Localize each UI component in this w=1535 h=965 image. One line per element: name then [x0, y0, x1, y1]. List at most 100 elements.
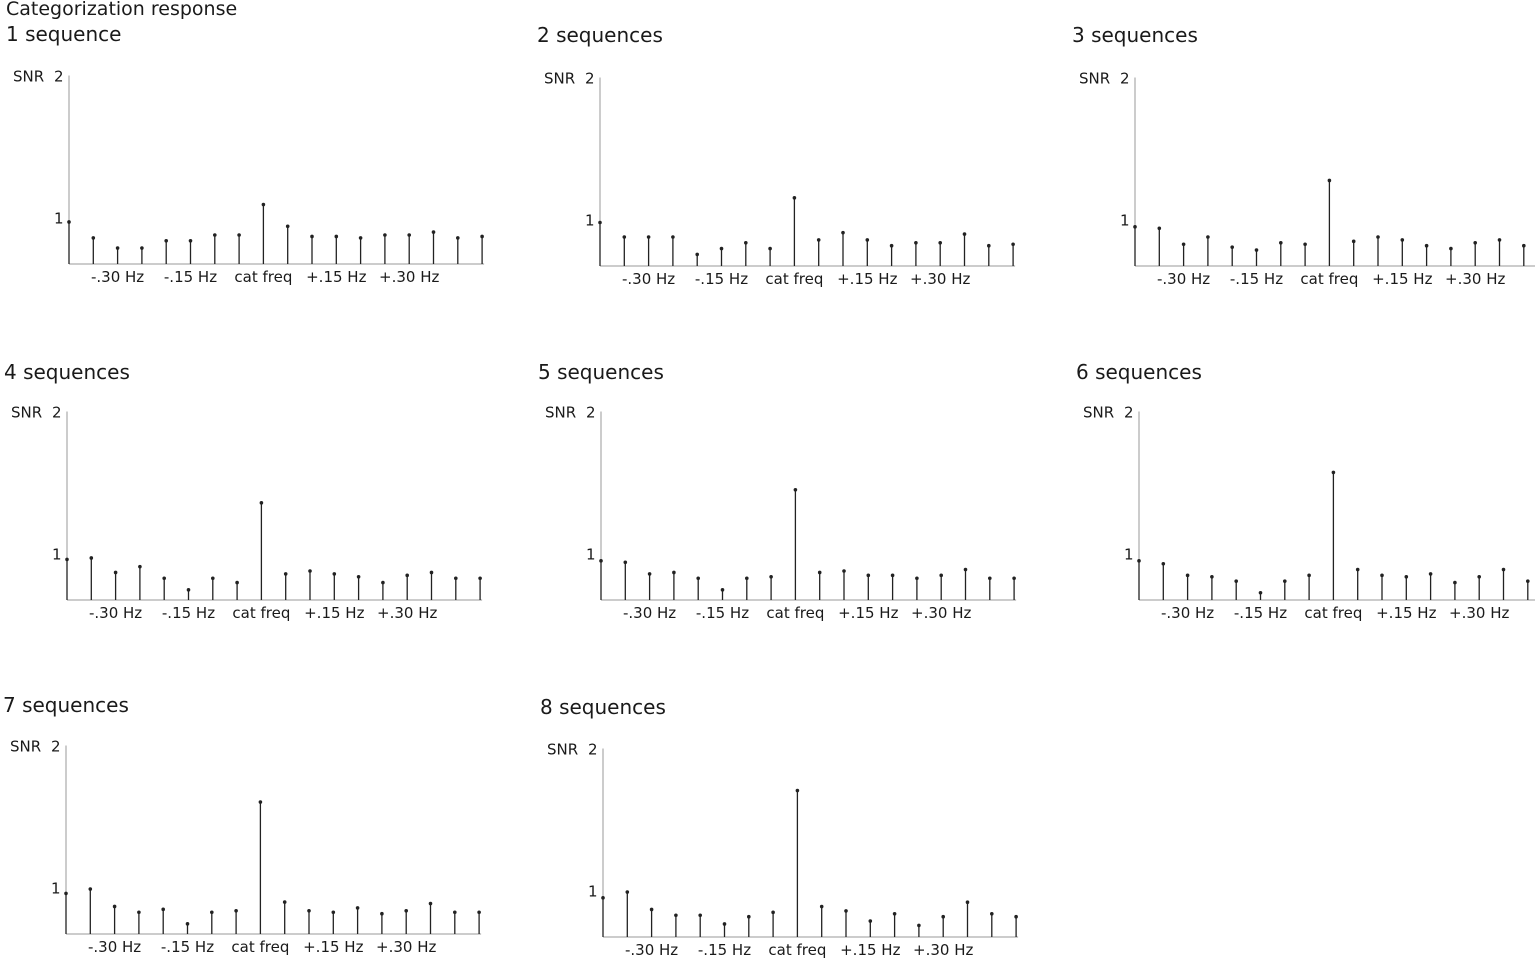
stem-point: [381, 580, 385, 585]
stem-point: [1230, 245, 1234, 249]
y-axis-label: SNR: [1079, 70, 1110, 88]
stem-point: [1376, 235, 1380, 239]
stem-point: [674, 913, 678, 918]
stem-point: [795, 788, 800, 793]
stem-point: [405, 573, 410, 578]
x-tick-label: +.15 Hz: [840, 941, 900, 959]
stem-point: [308, 569, 312, 573]
chart-svg: SNR 2 1 -.30 Hz -.15 Hz cat freq +.15 Hz +.30 H…: [1083, 404, 1535, 622]
stem-point: [380, 911, 384, 916]
stem-point: [358, 236, 363, 240]
x-tick-label: +.30 Hz: [1449, 604, 1509, 622]
x-tick-label: -.30 Hz: [88, 938, 141, 956]
stem-point: [334, 234, 339, 239]
stem-point: [234, 909, 238, 913]
x-tick-label: -.30 Hz: [623, 604, 676, 622]
stem-point: [747, 914, 751, 919]
stem-point: [938, 241, 942, 245]
stem-point: [428, 901, 433, 906]
stem-point: [1501, 567, 1506, 572]
stem-point: [769, 575, 773, 579]
x-tick-label: +.15 Hz: [1376, 604, 1436, 622]
x-tick-label: +.15 Hz: [1372, 270, 1432, 288]
stem-point: [383, 233, 387, 237]
stem-point: [1137, 559, 1141, 563]
stem-point: [816, 238, 821, 242]
x-tick-label: +.30 Hz: [376, 938, 436, 956]
stem-point: [162, 576, 166, 581]
stem-point: [477, 910, 481, 915]
y-tick-label: 2: [585, 70, 595, 88]
stem-point: [720, 588, 725, 592]
y-tick-label: 1: [51, 880, 61, 898]
stem-point: [478, 576, 482, 581]
stem-point: [261, 202, 266, 207]
y-axis-label: SNR: [544, 70, 575, 88]
stem-point: [722, 922, 727, 926]
stem-point: [283, 572, 288, 576]
stem-point: [866, 573, 871, 578]
stem-point: [1477, 575, 1481, 579]
stem-point: [1522, 243, 1526, 248]
stem-point: [817, 570, 822, 575]
x-tick-label: -.30 Hz: [1161, 604, 1214, 622]
y-tick-label: 2: [54, 68, 64, 86]
x-tick-label: -.15 Hz: [696, 604, 749, 622]
y-tick-label: 1: [1120, 212, 1130, 230]
stem-point: [745, 576, 749, 581]
x-tick-label: -.30 Hz: [91, 268, 144, 286]
y-axis-label: SNR: [547, 741, 578, 759]
y-tick-label: 2: [52, 404, 62, 422]
stem-point: [1234, 579, 1238, 583]
x-tick-label: -.30 Hz: [1157, 270, 1210, 288]
x-tick-label: +.30 Hz: [379, 268, 439, 286]
stem-point: [356, 575, 361, 579]
x-tick-label: cat freq: [232, 604, 290, 622]
chart-svg: SNR 2 1 -.30 Hz -.15 Hz cat freq +.15 Hz +.30 H…: [544, 70, 1016, 288]
stem-point: [213, 233, 217, 237]
y-tick-label: 2: [588, 741, 598, 759]
stem-point: [1254, 248, 1259, 252]
stem-point: [164, 239, 168, 243]
stem-point: [892, 912, 897, 916]
x-tick-label: cat freq: [765, 270, 823, 288]
y-tick-label: 2: [586, 404, 596, 422]
x-tick-label: +.30 Hz: [1445, 270, 1505, 288]
y-tick-label: 1: [54, 210, 64, 228]
panel-title: 4 sequences: [4, 360, 130, 384]
chart-svg: SNR 2 1 -.30 Hz -.15 Hz cat freq +.15 Hz +.30 H…: [10, 738, 482, 956]
stem-point: [1526, 579, 1530, 583]
stem-point: [625, 890, 630, 894]
stem-point: [1327, 178, 1332, 183]
panel-title: 1 sequence: [6, 22, 122, 46]
stem-point: [771, 910, 775, 915]
x-tick-label: cat freq: [231, 938, 289, 956]
x-tick-label: cat freq: [766, 604, 824, 622]
stem-point: [211, 576, 215, 581]
stem-point: [915, 576, 919, 581]
stem-point: [285, 224, 290, 229]
stem-point: [1453, 580, 1457, 585]
x-tick-label: -.15 Hz: [695, 270, 748, 288]
stem-point: [454, 576, 458, 581]
chart-svg: SNR 2 1 -.30 Hz -.15 Hz cat freq +.15 Hz +.30 H…: [547, 741, 1019, 959]
y-tick-label: 1: [588, 883, 598, 901]
panel-title: 6 sequences: [1076, 360, 1202, 384]
y-axis-label: SNR: [545, 404, 576, 422]
stem-point: [332, 572, 337, 576]
figure-title: Categorization response: [6, 0, 238, 20]
stem-point: [1303, 242, 1307, 247]
x-tick-label: +.15 Hz: [303, 938, 363, 956]
panel-title: 3 sequences: [1072, 23, 1198, 47]
y-tick-label: 1: [585, 212, 595, 230]
stem-point: [988, 576, 992, 581]
stem-point: [865, 238, 870, 242]
stem-point: [744, 241, 748, 245]
stem-point: [622, 235, 627, 239]
stem-point: [671, 235, 675, 239]
stem-point: [719, 246, 724, 251]
stem-point: [1011, 242, 1015, 247]
stem-point: [890, 573, 895, 578]
stem-point: [188, 239, 193, 243]
stem-point: [941, 914, 945, 919]
